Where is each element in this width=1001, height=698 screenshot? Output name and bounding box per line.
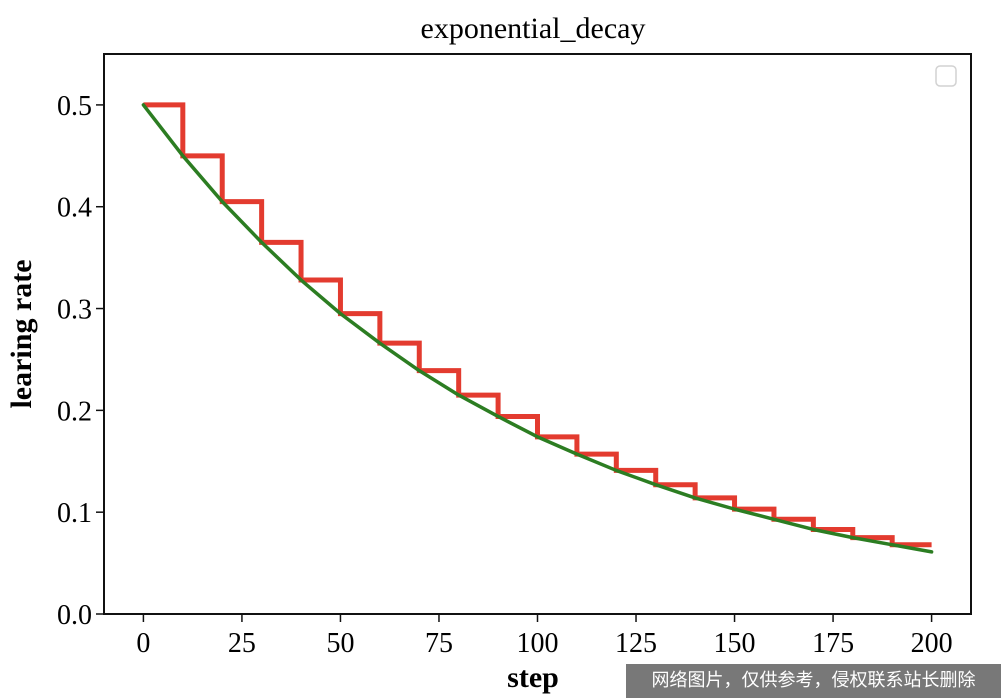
x-tick-label: 25 — [228, 628, 256, 659]
legend-box — [935, 65, 957, 87]
x-tick-label: 50 — [326, 628, 354, 659]
x-ticks: 0 25 50 75 100 125 150 175 200 — [136, 614, 953, 659]
x-tick-label: 0 — [136, 628, 150, 659]
x-tick-label: 125 — [615, 628, 657, 659]
y-tick-label: 0.5 — [57, 91, 92, 122]
y-ticks: 0.0 0.1 0.2 0.3 0.4 0.5 — [57, 91, 104, 631]
x-tick-label: 150 — [714, 628, 756, 659]
watermark: 网络图片，仅供参考，侵权联系站长删除 — [626, 664, 1001, 698]
series-step-line — [143, 102, 932, 548]
y-tick-label: 0.1 — [57, 498, 92, 529]
x-tick-label: 175 — [812, 628, 854, 659]
y-tick-label: 0.3 — [57, 295, 92, 326]
y-tick-label: 0.4 — [57, 193, 92, 224]
x-tick-label: 100 — [517, 628, 559, 659]
y-axis-label: learing rate — [5, 259, 38, 408]
chart-title: exponential_decay — [421, 12, 646, 45]
y-tick-label: 0.0 — [57, 600, 92, 631]
plot-frame — [103, 53, 972, 615]
series-curve-line — [141, 103, 934, 554]
x-tick-label: 200 — [911, 628, 953, 659]
y-tick-label: 0.2 — [57, 396, 92, 427]
x-tick-label: 75 — [425, 628, 453, 659]
x-axis-label: step — [507, 661, 559, 694]
